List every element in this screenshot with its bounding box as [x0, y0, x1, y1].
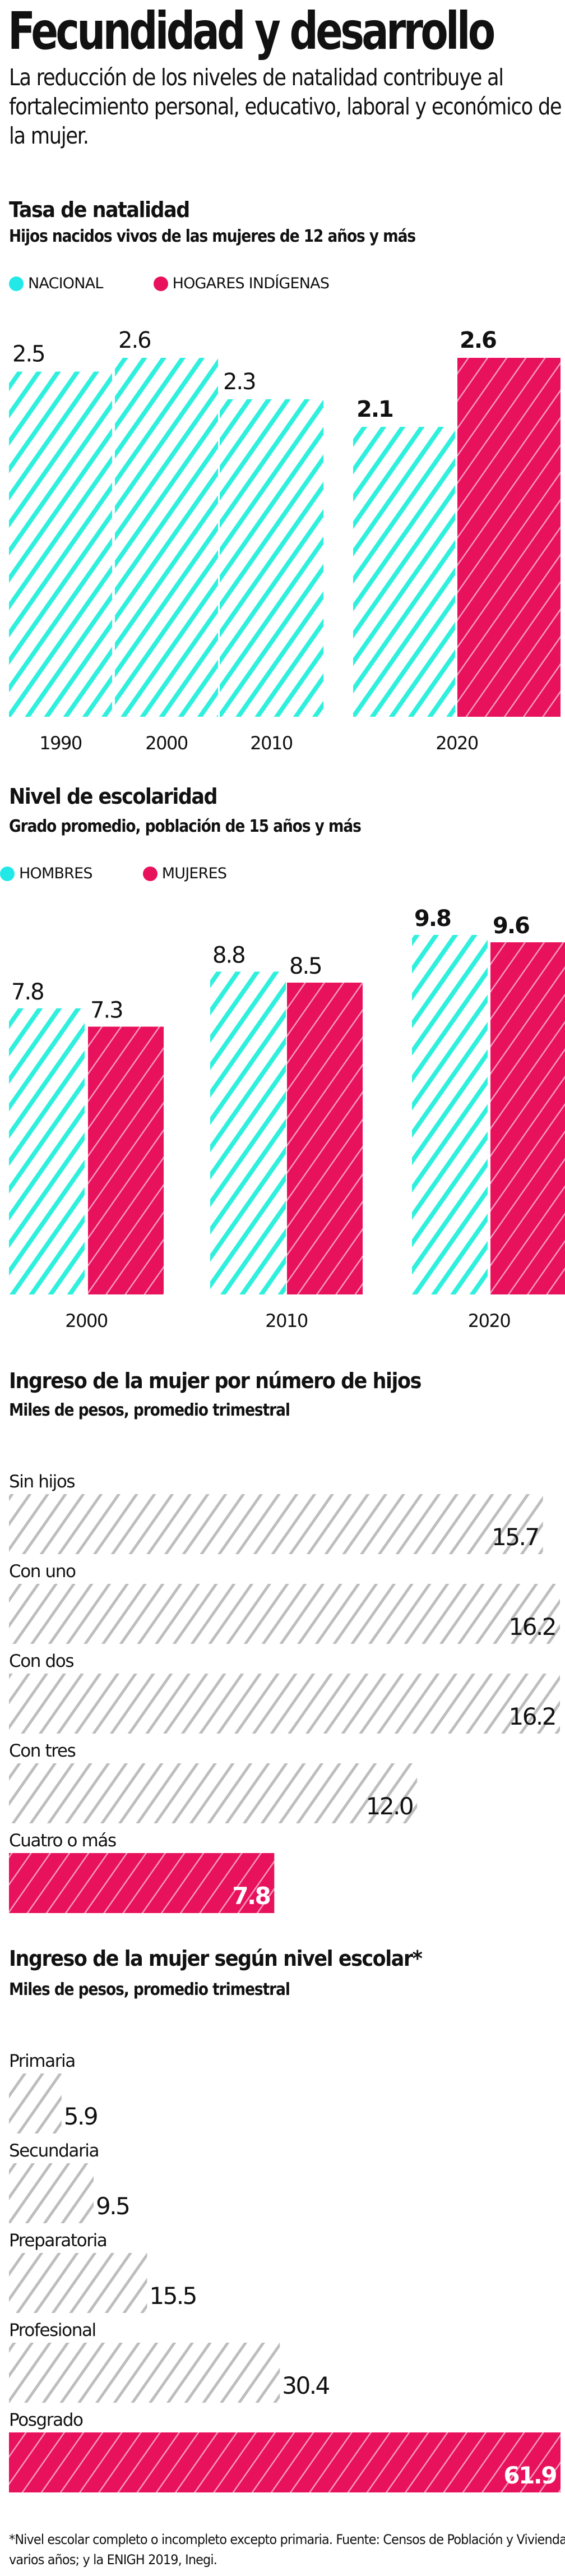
category-label: Preparatoria: [9, 2231, 106, 2251]
value-label: 61.9: [503, 2462, 556, 2489]
category-label: Primaria: [9, 2051, 75, 2071]
x-tick-label-2010: 2010: [265, 1310, 308, 1331]
value-label-mujeres-2010: 8.5: [289, 953, 322, 979]
intro-text: La reducción de los niveles de natalidad…: [9, 64, 562, 149]
bar-nacional-2010: [220, 399, 323, 717]
ingreso-escolar-title: Ingreso de la mujer según nivel escolar*: [9, 1946, 423, 1971]
natalidad-title: Tasa de natalidad: [9, 197, 190, 222]
value-label: 30.4: [282, 2372, 329, 2399]
natalidad-subtitle: Hijos nacidos vivos de las mujeres de 12…: [9, 227, 416, 246]
bar-cuatro-o-más: [9, 1853, 275, 1913]
legend-dot-indigenas-icon: [153, 276, 168, 291]
escolaridad-subtitle: Grado promedio, población de 15 años y m…: [9, 817, 362, 836]
value-label-mujeres-2020: 9.6: [493, 913, 529, 939]
value-label-nacional-2020: 2.1: [356, 397, 393, 422]
bar-mujeres-2000: [88, 1026, 164, 1294]
escolaridad-title: Nivel de escolaridad: [9, 784, 218, 809]
value-label-indigenas-2020: 2.6: [460, 328, 496, 353]
x-tick-label-2010: 2010: [250, 732, 293, 754]
bar-con-tres: [9, 1763, 418, 1823]
bar-con-uno: [9, 1584, 560, 1644]
bar-con-dos: [9, 1674, 560, 1734]
value-label-hombres-2010: 8.8: [212, 942, 245, 968]
legend-dot-mujeres-icon: [142, 866, 158, 881]
bar-nacional-1990: [9, 371, 112, 717]
main-title: Fecundidad y desarrollo: [8, 1, 495, 61]
bar-secundaria: [9, 2163, 94, 2223]
bar-nacional-2000: [115, 358, 218, 717]
x-tick-label-2000: 2000: [145, 732, 188, 754]
value-label: 15.5: [149, 2282, 196, 2310]
x-tick-label-2020: 2020: [468, 1310, 511, 1331]
ingreso-hijos-chart: Sin hijos 15.7 Con uno 16.2 Con dos 16.2 Con t…: [9, 1472, 560, 1913]
x-tick-label-2020: 2020: [436, 732, 478, 754]
natalidad-chart: 2.5 2.6 2.3 2.1 2.6 1990 2000 2010 2020: [9, 328, 561, 754]
legend-label: HOGARES INDÍGENAS: [172, 275, 330, 292]
ingreso-hijos-subtitle: Miles de pesos, promedio trimestral: [9, 1400, 290, 1420]
bar-profesional: [9, 2343, 280, 2403]
legend-label: MUJERES: [161, 865, 227, 882]
footnote-source: *Nivel escolar completo o incompleto exc…: [9, 2532, 565, 2568]
bar-preparatoria: [9, 2253, 147, 2313]
category-label: Sin hijos: [9, 1472, 75, 1492]
bar-primaria: [9, 2073, 62, 2133]
bar-mujeres-2010: [287, 983, 363, 1294]
value-label-hombres-2020: 9.8: [414, 906, 451, 932]
bar-hombres-2010: [210, 971, 286, 1294]
ingreso-hijos-title: Ingreso de la mujer por número de hijos: [9, 1368, 422, 1393]
bar-indigenas-2020: [457, 358, 561, 717]
bar-nacional-2020: [353, 427, 455, 717]
bar-sin-hijos: [9, 1494, 543, 1554]
bar-mujeres-2020: [490, 942, 565, 1294]
legend-item-hombres: HOMBRES: [0, 865, 93, 882]
value-label: 16.2: [508, 1613, 555, 1640]
category-label: Con uno: [9, 1561, 76, 1582]
bar-posgrado: [9, 2432, 561, 2492]
category-label: Cuatro o más: [9, 1831, 116, 1851]
legend-dot-hombres-icon: [0, 866, 15, 881]
natalidad-legend: NACIONAL HOGARES INDÍGENAS: [9, 275, 360, 292]
value-label-nacional-2000: 2.6: [118, 328, 151, 353]
bar-hombres-2020: [412, 935, 488, 1294]
value-label: 5.9: [64, 2103, 97, 2130]
category-label: Con dos: [9, 1651, 73, 1671]
value-label-mujeres-2000: 7.3: [90, 998, 123, 1024]
value-label-nacional-1990: 2.5: [12, 342, 45, 367]
legend-item-nacional: NACIONAL: [9, 275, 103, 292]
category-label: Secundaria: [9, 2141, 99, 2161]
value-label: 9.5: [96, 2192, 129, 2220]
value-label-hombres-2000: 7.8: [11, 979, 44, 1005]
value-label: 7.8: [232, 1882, 270, 1910]
escolaridad-legend: HOMBRES MUJERES: [0, 865, 257, 882]
value-label: 16.2: [508, 1703, 555, 1730]
value-label: 15.7: [492, 1523, 539, 1551]
category-label: Profesional: [9, 2320, 96, 2340]
category-label: Posgrado: [9, 2410, 83, 2430]
escolaridad-chart: 7.8 7.3 2000 8.8 8.5 2010 9.8 9.6 2020: [9, 906, 565, 1331]
x-tick-label-1990: 1990: [39, 732, 82, 754]
ingreso-escolar-subtitle: Miles de pesos, promedio trimestral: [9, 1980, 290, 1999]
legend-item-indigenas: HOGARES INDÍGENAS: [153, 275, 330, 292]
category-label: Con tres: [9, 1741, 76, 1761]
x-tick-label-2000: 2000: [65, 1310, 108, 1331]
bar-hombres-2000: [9, 1008, 85, 1294]
value-label: 12.0: [366, 1792, 413, 1820]
legend-dot-nacional-icon: [9, 276, 24, 291]
value-label-nacional-2010: 2.3: [223, 369, 256, 395]
legend-label: HOMBRES: [19, 865, 93, 882]
legend-label: NACIONAL: [28, 275, 103, 292]
legend-item-mujeres: MUJERES: [142, 865, 227, 882]
ingreso-escolar-chart: Primaria 5.9 Secundaria 9.5 Preparatoria 15.5…: [9, 2051, 561, 2492]
